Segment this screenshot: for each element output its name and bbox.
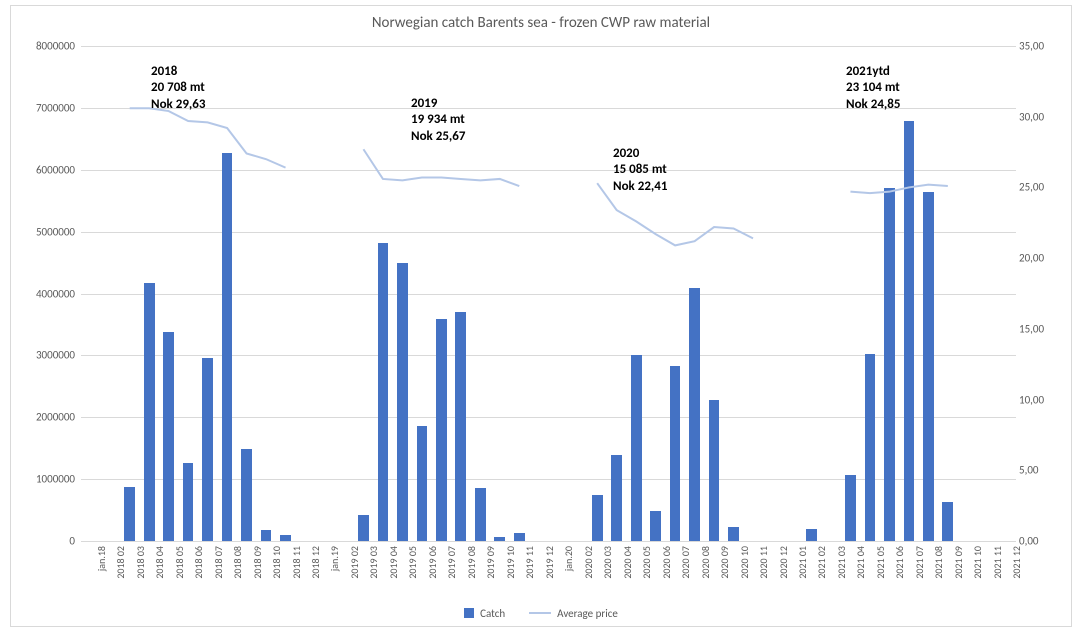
gridline xyxy=(81,541,1016,542)
legend-label-catch: Catch xyxy=(480,607,505,620)
y-right-tick: 25,00 xyxy=(1019,181,1053,194)
y-left-tick: 1000000 xyxy=(23,473,75,486)
y-right-tick: 30,00 xyxy=(1019,110,1053,123)
price-line xyxy=(850,185,947,193)
y-left-tick: 2000000 xyxy=(23,411,75,424)
y-right-tick: 5,00 xyxy=(1019,464,1053,477)
x-axis: jan.182018 022018 032018 042018 052018 0… xyxy=(81,546,1016,606)
y-left-tick: 6000000 xyxy=(23,163,75,176)
chart-container: Norwegian catch Barents sea - frozen CWP… xyxy=(10,5,1072,627)
legend: Catch Average price xyxy=(11,604,1071,622)
y-right-tick: 10,00 xyxy=(1019,393,1053,406)
price-line xyxy=(363,149,519,186)
y-right-tick: 20,00 xyxy=(1019,252,1053,265)
y-left-tick: 7000000 xyxy=(23,101,75,114)
y-left-tick: 8000000 xyxy=(23,40,75,53)
legend-item-catch: Catch xyxy=(464,607,505,620)
plot-area xyxy=(81,46,1016,541)
price-line xyxy=(130,108,286,167)
y-right-tick: 15,00 xyxy=(1019,322,1053,335)
y-right-tick: 35,00 xyxy=(1019,40,1053,53)
annotation: 2020 15 085 mt Nok 22,41 xyxy=(613,146,667,195)
price-line-svg xyxy=(81,46,1016,541)
legend-swatch-line xyxy=(529,612,551,614)
annotation: 2021ytd 23 104 mt Nok 24,85 xyxy=(846,64,900,113)
x-tick: 2021 12 xyxy=(1010,546,1070,579)
legend-swatch-bar xyxy=(464,608,474,618)
legend-label-price: Average price xyxy=(557,607,618,620)
y-left-tick: 5000000 xyxy=(23,225,75,238)
chart-title: Norwegian catch Barents sea - frozen CWP… xyxy=(11,14,1071,32)
annotation: 2019 19 934 mt Nok 25,67 xyxy=(411,96,465,145)
y-left-tick: 3000000 xyxy=(23,349,75,362)
y-left-tick: 4000000 xyxy=(23,287,75,300)
annotation: 2018 20 708 mt Nok 29,63 xyxy=(151,64,205,113)
legend-item-price: Average price xyxy=(529,607,618,620)
y-left-tick: 0 xyxy=(23,535,75,548)
